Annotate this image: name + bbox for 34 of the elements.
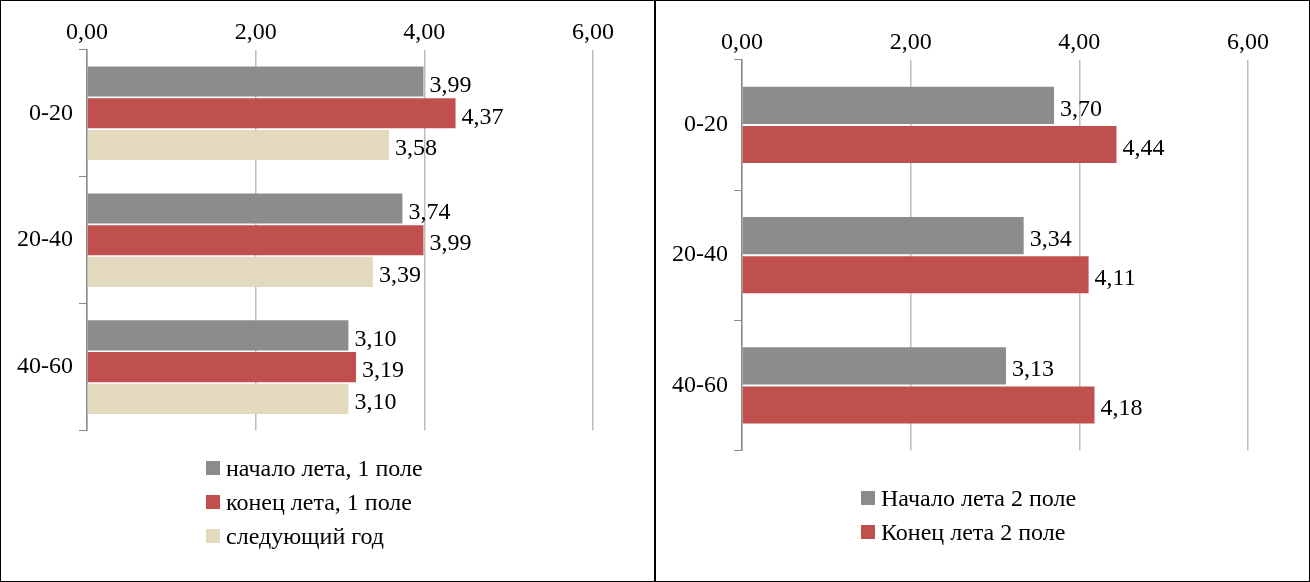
legend-label: начало лета, 1 поле: [226, 454, 423, 483]
data-label: 3,39: [378, 261, 421, 288]
y-tick-label: 40-60: [16, 352, 73, 379]
x-tick-label: 4,00: [1058, 27, 1101, 54]
data-label: 3,70: [1060, 94, 1103, 121]
x-tick-label: 0,00: [720, 27, 763, 54]
x-tick-label: 2,00: [234, 17, 277, 44]
y-tick-label: 0-20: [683, 110, 728, 137]
x-tick-label: 6,00: [572, 17, 614, 44]
data-label: 3,99: [429, 229, 472, 256]
data-label: 4,11: [1094, 264, 1136, 291]
legend-label: Конец лета 2 поле: [881, 518, 1066, 547]
y-tick-label: 0-20: [28, 98, 73, 125]
y-tick-label: 20-40: [671, 240, 728, 267]
data-label: 4,18: [1100, 394, 1143, 421]
data-label: 3,10: [354, 324, 397, 351]
data-label: 4,44: [1122, 133, 1165, 160]
x-tick-label: 6,00: [1227, 27, 1269, 54]
data-label: 3,10: [354, 388, 397, 415]
legend-label: конец лета, 1 поле: [226, 488, 412, 517]
data-label: 3,74: [408, 197, 451, 224]
legend-label: следующий год: [226, 522, 385, 551]
y-tick-label: 20-40: [16, 225, 73, 252]
data-label: 3,99: [429, 70, 472, 97]
legend-label: Начало лета 2 поле: [881, 484, 1077, 513]
data-label: 3,58: [394, 134, 437, 161]
x-tick-label: 2,00: [889, 27, 932, 54]
x-tick-label: 4,00: [403, 17, 446, 44]
x-tick-label: 0,00: [65, 17, 108, 44]
data-label: 3,34: [1029, 224, 1072, 251]
data-label: 3,19: [362, 356, 405, 383]
data-label: 3,13: [1011, 355, 1054, 382]
y-tick-label: 40-60: [671, 370, 728, 397]
data-label: 4,37: [461, 102, 504, 129]
